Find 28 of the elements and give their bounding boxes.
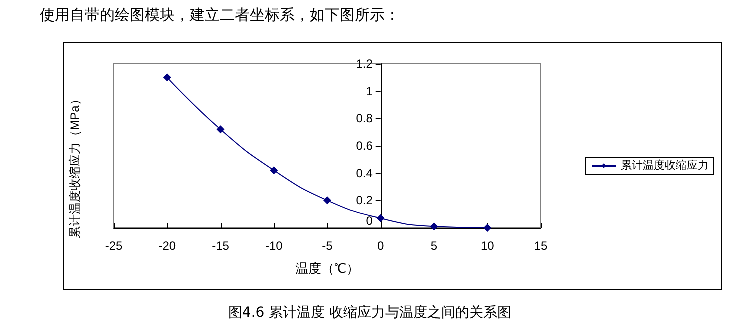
x-tick-label: 5 bbox=[430, 239, 438, 253]
x-tick-label: 10 bbox=[480, 239, 495, 253]
y-tick-label: 0.8 bbox=[356, 112, 374, 126]
y-tick-label: 0.2 bbox=[356, 194, 374, 208]
point bbox=[376, 214, 385, 222]
x-tick-label: -15 bbox=[212, 239, 230, 253]
y-tick-label: 1 bbox=[366, 84, 374, 98]
y-tick-label: 0.6 bbox=[356, 139, 374, 153]
x-axis-title: 温度（℃） bbox=[296, 261, 360, 276]
y-tick-label: 1.2 bbox=[356, 57, 374, 71]
x-tick-label: -5 bbox=[322, 239, 334, 253]
caption: 图4.6 累计温度 收缩应力与温度之间的关系图 bbox=[227, 304, 513, 322]
point bbox=[270, 166, 278, 175]
x-tick-label: -20 bbox=[158, 239, 176, 253]
y-tick-label: 0 bbox=[366, 214, 374, 228]
point bbox=[430, 222, 438, 231]
x-tick-label: -10 bbox=[265, 239, 284, 253]
x-tick-label: 15 bbox=[534, 239, 548, 253]
point bbox=[163, 74, 172, 82]
legend-label: 累计温度收缩应力 bbox=[621, 159, 709, 172]
point bbox=[324, 196, 332, 205]
point bbox=[484, 224, 492, 232]
point bbox=[216, 126, 225, 134]
x-tick-label: -25 bbox=[105, 239, 123, 253]
y-axis-title: 累计温度收缩应力（MPa） bbox=[68, 94, 82, 238]
text: 使用自带的绘图模块，建立二者坐标系，如下图所示： bbox=[40, 6, 400, 25]
x-tick-label: 0 bbox=[378, 239, 385, 253]
y-tick-label: 0.4 bbox=[356, 166, 374, 180]
